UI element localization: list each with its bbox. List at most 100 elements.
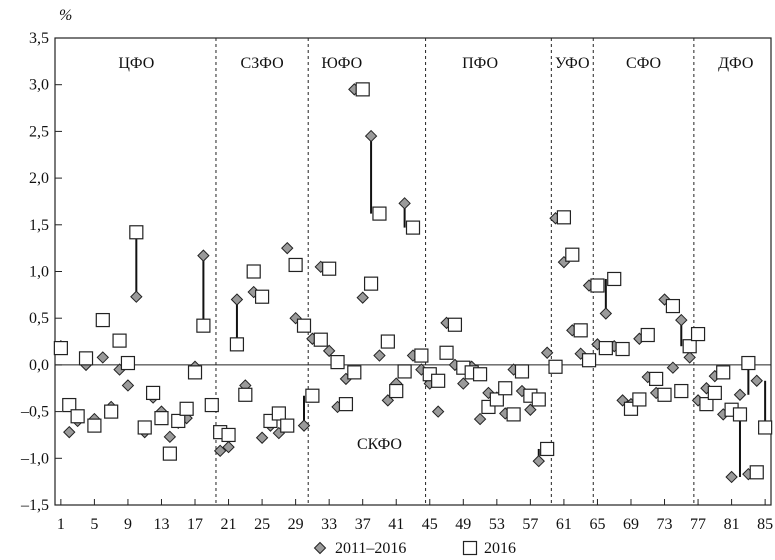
square-point bbox=[53, 340, 68, 356]
diamond-point bbox=[255, 431, 269, 444]
diamond-point bbox=[725, 470, 738, 484]
square-point bbox=[254, 289, 270, 304]
diamond-point bbox=[313, 541, 327, 555]
square-point bbox=[749, 465, 764, 480]
square-point bbox=[732, 407, 748, 422]
square-point bbox=[179, 401, 194, 416]
diamond-point bbox=[322, 344, 336, 358]
square-point bbox=[313, 332, 328, 347]
annotation-label: СКФО bbox=[357, 436, 402, 453]
square-point bbox=[472, 367, 488, 382]
y-tick-label: 1,0 bbox=[29, 264, 49, 281]
axes-layer: –1,5 –1,0 –0,5 0,0 0,5 1,0 1,5 2,0 2,5 3,0 3,5 1 5 9 1… bbox=[20, 30, 773, 533]
square-point bbox=[462, 540, 478, 556]
district-label: СЗФО bbox=[241, 55, 284, 72]
diamond-point bbox=[599, 307, 613, 320]
square-point bbox=[657, 387, 672, 402]
square-point bbox=[137, 420, 152, 435]
square-point bbox=[162, 446, 177, 461]
square-point bbox=[78, 351, 94, 366]
square-point bbox=[649, 371, 664, 387]
diamond-point bbox=[121, 379, 135, 392]
district-label: ЮФО bbox=[321, 55, 362, 72]
diamond-point bbox=[197, 249, 210, 262]
y-tick-label: –1,5 bbox=[20, 497, 49, 514]
square-point bbox=[682, 339, 697, 354]
square-point bbox=[640, 327, 655, 343]
square-point bbox=[565, 247, 580, 262]
district-label: ПФО bbox=[462, 55, 498, 72]
square-point bbox=[690, 326, 706, 342]
square-point bbox=[120, 355, 136, 371]
square-point bbox=[221, 427, 236, 443]
square-point bbox=[531, 392, 546, 407]
square-point bbox=[632, 392, 647, 407]
diamond-point bbox=[364, 129, 378, 143]
diamond-point bbox=[540, 346, 554, 359]
plot-frame bbox=[54, 37, 772, 506]
district-label: ДФО bbox=[718, 55, 753, 72]
square-point bbox=[548, 359, 563, 374]
square-point bbox=[707, 385, 722, 401]
y-tick-label: 3,5 bbox=[29, 30, 49, 47]
square-point bbox=[590, 278, 605, 293]
y-tick-label: 3,0 bbox=[29, 77, 49, 94]
square-point bbox=[322, 261, 337, 276]
diamond-point bbox=[163, 430, 177, 444]
square-point bbox=[104, 404, 119, 419]
square-point bbox=[204, 397, 219, 413]
y-tick-label: 0,5 bbox=[29, 310, 49, 327]
square-point bbox=[598, 340, 613, 356]
square-point bbox=[556, 210, 572, 225]
square-point bbox=[196, 318, 211, 333]
y-tick-label: –0,5 bbox=[20, 404, 49, 421]
series-2016 bbox=[53, 82, 773, 480]
x-tick-label: 61 bbox=[556, 516, 572, 533]
district-separators bbox=[215, 38, 695, 505]
square-point bbox=[305, 388, 320, 403]
x-tick-label: 45 bbox=[422, 516, 438, 533]
x-tick-label: 1 bbox=[57, 516, 65, 533]
square-point bbox=[62, 397, 77, 413]
x-tick-label: 21 bbox=[221, 516, 237, 533]
square-point bbox=[665, 298, 681, 314]
square-point bbox=[112, 333, 127, 348]
square-point bbox=[95, 312, 110, 328]
square-point bbox=[514, 364, 530, 379]
square-point bbox=[716, 365, 731, 380]
x-tick-label: 77 bbox=[690, 516, 706, 533]
labels-layer: % ЦФО СЗФО ЮФО ПФО УФО СФО ДФО СКФО bbox=[59, 7, 753, 453]
square-point bbox=[330, 354, 345, 370]
diamond-point bbox=[356, 291, 369, 304]
square-point bbox=[338, 397, 354, 412]
y-tick-label: 2,5 bbox=[29, 123, 49, 140]
square-point bbox=[355, 82, 370, 97]
square-point bbox=[405, 220, 421, 235]
square-point bbox=[380, 334, 395, 349]
y-tick-label: –1,0 bbox=[20, 450, 49, 467]
square-point bbox=[171, 413, 186, 429]
square-point bbox=[540, 441, 555, 457]
square-point bbox=[347, 365, 362, 380]
diamond-point bbox=[230, 293, 244, 306]
square-point bbox=[87, 418, 102, 433]
x-tick-label: 85 bbox=[757, 516, 773, 533]
diamond-point bbox=[297, 419, 311, 432]
diamond-point bbox=[63, 425, 76, 439]
square-point bbox=[741, 355, 756, 371]
diamond-point bbox=[431, 405, 445, 418]
diamond-point bbox=[750, 374, 763, 387]
x-tick-label: 25 bbox=[254, 516, 270, 533]
diamond-point bbox=[683, 351, 696, 364]
x-tick-label: 29 bbox=[288, 516, 304, 533]
square-point bbox=[615, 341, 630, 357]
square-point bbox=[70, 409, 85, 424]
diamond-point bbox=[666, 361, 680, 374]
square-point bbox=[129, 225, 144, 240]
legend: 2011–2016 2016 bbox=[313, 540, 516, 557]
legend-label-2016: 2016 bbox=[484, 540, 516, 557]
diamond-point bbox=[130, 290, 143, 303]
square-point bbox=[674, 383, 689, 399]
